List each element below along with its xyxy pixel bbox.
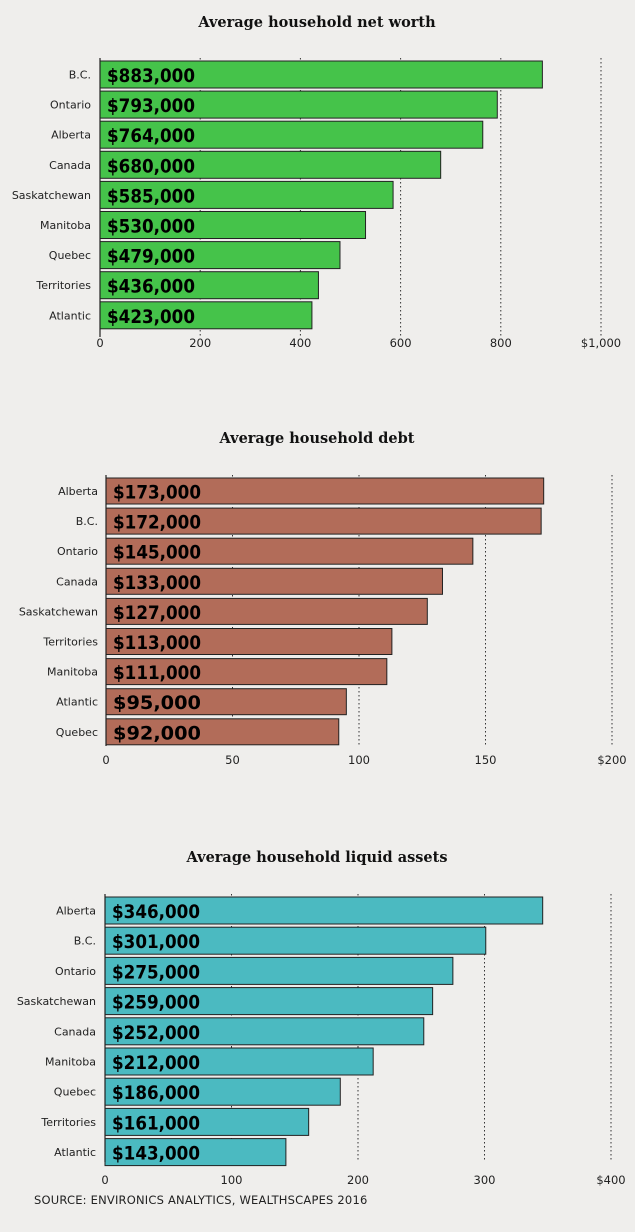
category-label: Canada: [56, 575, 98, 588]
value-label: $301,000: [112, 931, 200, 953]
category-label: B.C.: [76, 515, 98, 528]
x-tick-label: 0: [101, 1173, 108, 1187]
bar: [99, 241, 341, 270]
bar: [105, 628, 393, 655]
category-label: Territories: [40, 1116, 96, 1129]
value-label: $680,000: [107, 155, 195, 177]
category-label: Saskatchewan: [12, 189, 91, 202]
value-label: $346,000: [112, 901, 200, 923]
x-tick-label: 800: [490, 336, 512, 350]
x-tick-label: 50: [225, 753, 240, 767]
bar: [99, 301, 313, 330]
value-label: $173,000: [113, 482, 201, 504]
value-label: $161,000: [112, 1112, 200, 1134]
category-label: Atlantic: [54, 1146, 96, 1159]
value-label: $95,000: [113, 692, 201, 714]
category-label: Ontario: [57, 545, 98, 558]
x-tick-label: 200: [347, 1173, 369, 1187]
value-label: $423,000: [107, 306, 195, 328]
chart-title: Average household liquid assets: [185, 849, 447, 866]
bar: [105, 688, 347, 716]
x-tick-label: $200: [597, 753, 626, 767]
value-label: $585,000: [107, 185, 195, 207]
category-label: Alberta: [58, 485, 98, 498]
bar: [105, 537, 474, 565]
bar: [105, 718, 340, 746]
category-label: Ontario: [55, 965, 96, 978]
source-note: SOURCE: ENVIRONICS ANALYTICS, WEALTHSCAP…: [34, 1193, 368, 1207]
category-label: Alberta: [56, 905, 96, 918]
category-label: Manitoba: [40, 219, 91, 232]
x-tick-label: 100: [221, 1173, 243, 1187]
bar: [105, 477, 545, 505]
chart-title: Average household net worth: [197, 14, 436, 31]
value-label: $883,000: [107, 65, 195, 87]
value-label: $186,000: [112, 1082, 200, 1104]
value-label: $127,000: [113, 602, 201, 624]
bar: [104, 1138, 287, 1167]
x-tick-label: 600: [390, 336, 412, 350]
bar: [99, 60, 543, 89]
bar: [105, 567, 443, 595]
category-label: B.C.: [69, 69, 91, 82]
x-tick-label: 200: [189, 336, 211, 350]
bar: [99, 90, 498, 119]
value-label: $172,000: [113, 512, 201, 534]
value-label: $275,000: [112, 961, 200, 983]
category-label: Canada: [49, 159, 91, 172]
bar: [99, 271, 319, 300]
value-label: $479,000: [107, 246, 195, 268]
category-label: Manitoba: [47, 666, 98, 679]
x-tick-label: $400: [596, 1173, 625, 1187]
value-label: $111,000: [113, 662, 201, 684]
x-tick-label: 0: [102, 753, 109, 767]
value-label: $252,000: [112, 1022, 200, 1044]
category-label: Alberta: [51, 129, 91, 142]
bar: [105, 658, 388, 686]
chart-title: Average household debt: [218, 430, 414, 447]
bar: [104, 1047, 374, 1076]
value-label: $530,000: [107, 216, 195, 238]
value-label: $92,000: [113, 722, 201, 744]
x-tick-label: 300: [474, 1173, 496, 1187]
bar: [105, 597, 428, 625]
category-label: Canada: [54, 1025, 96, 1038]
category-label: Territories: [42, 636, 98, 649]
x-tick-label: 100: [348, 753, 370, 767]
x-tick-label: $1,000: [581, 336, 621, 350]
bar: [99, 180, 394, 209]
value-label: $133,000: [113, 572, 201, 594]
category-label: Saskatchewan: [19, 605, 98, 618]
category-label: B.C.: [74, 935, 96, 948]
value-label: $145,000: [113, 542, 201, 564]
x-tick-label: 150: [475, 753, 497, 767]
bar: [104, 1107, 310, 1136]
category-label: Saskatchewan: [17, 995, 96, 1008]
value-label: $143,000: [112, 1143, 200, 1165]
x-tick-label: 0: [96, 336, 103, 350]
category-label: Quebec: [54, 1086, 96, 1099]
category-label: Quebec: [56, 726, 98, 739]
category-label: Atlantic: [49, 309, 91, 322]
value-label: $793,000: [107, 95, 195, 117]
x-tick-label: 400: [289, 336, 311, 350]
value-label: $212,000: [112, 1052, 200, 1074]
category-label: Quebec: [49, 249, 91, 262]
bar: [104, 956, 454, 985]
value-label: $113,000: [113, 632, 201, 654]
category-label: Territories: [35, 279, 91, 292]
bar: [104, 1017, 425, 1046]
value-label: $259,000: [112, 992, 200, 1014]
bar: [99, 150, 442, 179]
category-label: Ontario: [50, 99, 91, 112]
category-label: Manitoba: [45, 1056, 96, 1069]
value-label: $764,000: [107, 125, 195, 147]
bar: [99, 211, 367, 239]
value-label: $436,000: [107, 276, 195, 298]
category-label: Atlantic: [56, 696, 98, 709]
